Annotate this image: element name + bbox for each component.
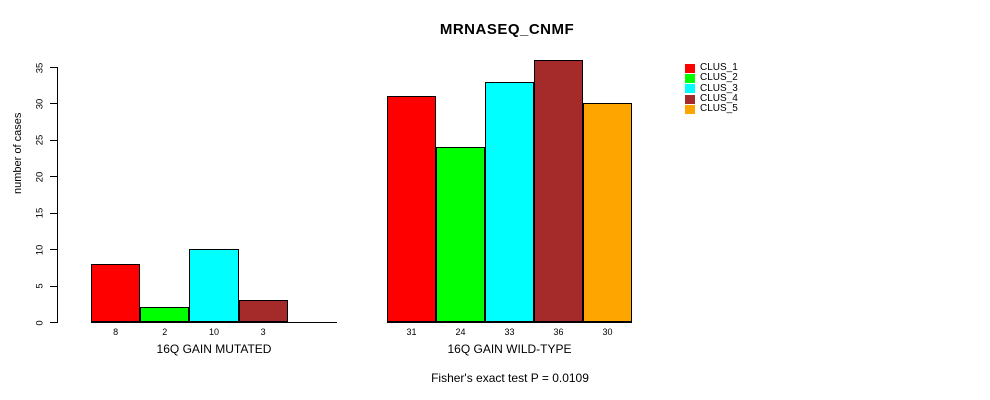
y-axis-tick-label: 30 <box>34 98 46 110</box>
y-axis-tick <box>50 249 57 251</box>
x-axis-label-wildtype: 16Q GAIN WILD-TYPE <box>447 342 572 356</box>
legend-swatch-clus_1 <box>685 63 695 73</box>
bar-value-label: 10 <box>208 327 219 337</box>
y-axis-tick <box>50 67 57 68</box>
legend-swatch-clus_5 <box>685 104 695 114</box>
bar-clus_5 <box>583 103 632 322</box>
legend-item: CLUS_1 <box>685 63 738 73</box>
bar-value-label: 36 <box>553 327 564 337</box>
bar-value-label: 3 <box>260 327 266 337</box>
y-axis-tick <box>50 103 57 105</box>
y-axis-tick <box>50 212 57 214</box>
bar-value-label: 31 <box>406 327 417 337</box>
bar-clus_2 <box>140 307 190 322</box>
fisher-test-annotation: Fisher's exact test P = 0.0109 <box>431 371 589 385</box>
y-axis-tick <box>50 322 57 323</box>
legend-item: CLUS_5 <box>685 104 738 114</box>
bar-value-label: 30 <box>602 327 613 337</box>
y-axis-tick-label: 20 <box>34 171 46 183</box>
x-axis-baseline <box>387 322 632 323</box>
legend-label: CLUS_5 <box>700 103 738 115</box>
bar-value-label: 24 <box>455 327 466 337</box>
y-axis-tick-label: 35 <box>34 62 46 73</box>
legend-swatch-clus_2 <box>685 73 695 83</box>
legend-item: CLUS_2 <box>685 73 738 83</box>
legend-swatch-clus_4 <box>685 94 695 104</box>
y-axis-tick <box>50 285 57 287</box>
legend-label: CLUS_4 <box>700 93 738 105</box>
y-axis-tick-label: 5 <box>34 283 46 289</box>
chart-title: MRNASEQ_CNMF <box>439 21 575 38</box>
x-axis-label-mutated: 16Q GAIN MUTATED <box>156 342 272 356</box>
bar-clus_4 <box>238 300 288 322</box>
bar-value-label: 33 <box>504 327 515 337</box>
y-axis-tick-label: 25 <box>34 135 46 146</box>
y-axis-tick <box>50 139 57 141</box>
legend-label: CLUS_2 <box>700 72 738 84</box>
y-axis-tick-label: 0 <box>34 319 46 326</box>
y-axis-tick-label: 15 <box>34 207 46 219</box>
legend-swatch-clus_3 <box>685 84 695 94</box>
bar-clus_3 <box>485 82 534 322</box>
y-axis-line <box>57 67 58 323</box>
y-axis-tick-label: 10 <box>34 244 46 255</box>
legend: CLUS_1 CLUS_2 CLUS_3 CLUS_4 CLUS_5 <box>685 63 738 114</box>
bar-value-label: 8 <box>113 327 119 337</box>
bar-clus_3 <box>189 249 239 322</box>
bar-clus_1 <box>91 264 141 322</box>
legend-label: CLUS_1 <box>700 62 738 74</box>
legend-item: CLUS_3 <box>685 82 738 94</box>
y-axis-tick <box>50 176 57 178</box>
bar-value-label: 2 <box>162 327 168 337</box>
x-axis-baseline <box>91 322 337 323</box>
bar-clus_1 <box>387 96 436 322</box>
bar-clus_4 <box>534 60 583 322</box>
bar-clus_2 <box>436 147 485 322</box>
legend-label: CLUS_3 <box>700 82 738 94</box>
legend-item: CLUS_4 <box>685 94 738 104</box>
